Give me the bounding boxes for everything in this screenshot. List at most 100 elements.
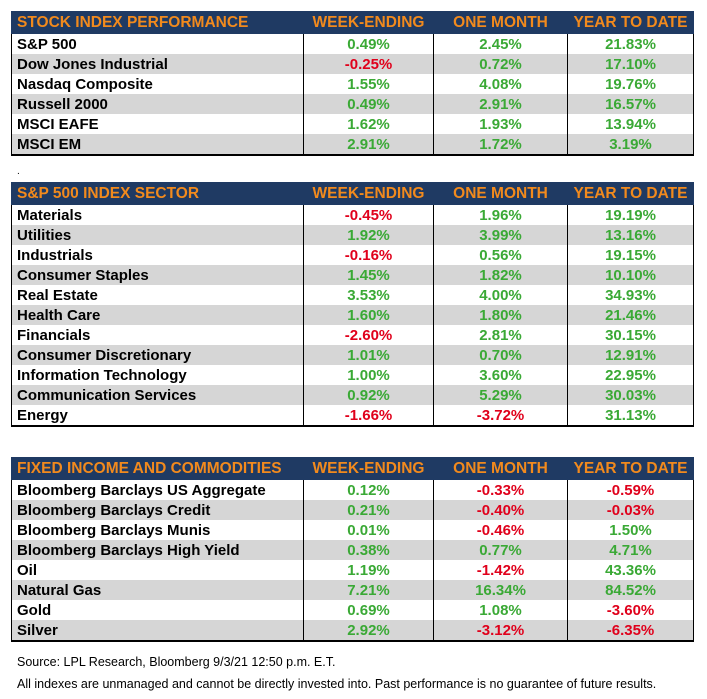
sp500-sector-table: S&P 500 INDEX SECTOR WEEK-ENDING ONE MON… (11, 182, 694, 427)
one-month-value: -0.46% (433, 520, 568, 540)
column-header-ytd: YEAR TO DATE (567, 11, 694, 34)
year-to-date-value: 19.76% (567, 74, 694, 94)
one-month-value: 0.70% (433, 345, 568, 365)
table-row: Gold 0.69% 1.08% -3.60% (11, 600, 694, 620)
one-month-value: 0.56% (433, 245, 568, 265)
one-month-value: 2.45% (433, 33, 568, 54)
one-month-value: 16.34% (433, 580, 568, 600)
column-header-week: WEEK-ENDING (303, 457, 434, 480)
year-to-date-value: 10.10% (567, 265, 694, 285)
year-to-date-value: 19.15% (567, 245, 694, 265)
year-to-date-value: 4.71% (567, 540, 694, 560)
week-ending-value: -0.45% (303, 204, 434, 225)
week-ending-value: 0.49% (303, 94, 434, 114)
year-to-date-value: 43.36% (567, 560, 694, 580)
week-ending-value: 1.62% (303, 114, 434, 134)
table-row: Russell 2000 0.49% 2.91% 16.57% (11, 94, 694, 114)
row-name: Materials (11, 204, 304, 225)
year-to-date-value: 13.16% (567, 225, 694, 245)
row-name: Dow Jones Industrial (11, 54, 304, 74)
stock-index-performance-table: STOCK INDEX PERFORMANCE WEEK-ENDING ONE … (11, 11, 694, 156)
column-header-month: ONE MONTH (433, 11, 568, 34)
week-ending-value: 2.92% (303, 620, 434, 642)
week-ending-value: -1.66% (303, 405, 434, 427)
year-to-date-value: 22.95% (567, 365, 694, 385)
week-ending-value: 0.69% (303, 600, 434, 620)
year-to-date-value: 3.19% (567, 134, 694, 156)
row-name: Bloomberg Barclays Credit (11, 500, 304, 520)
table-row: Bloomberg Barclays US Aggregate 0.12% -0.3… (11, 479, 694, 500)
row-name: Industrials (11, 245, 304, 265)
row-name: Oil (11, 560, 304, 580)
one-month-value: -3.72% (433, 405, 568, 427)
row-name: MSCI EAFE (11, 114, 304, 134)
column-header-week: WEEK-ENDING (303, 182, 434, 205)
one-month-value: 4.00% (433, 285, 568, 305)
table-row: S&P 500 0.49% 2.45% 21.83% (11, 33, 694, 54)
year-to-date-value: 12.91% (567, 345, 694, 365)
table-header-row: S&P 500 INDEX SECTOR WEEK-ENDING ONE MON… (11, 182, 694, 205)
one-month-value: 2.91% (433, 94, 568, 114)
row-name: Bloomberg Barclays US Aggregate (11, 479, 304, 500)
year-to-date-value: 21.46% (567, 305, 694, 325)
one-month-value: 5.29% (433, 385, 568, 405)
year-to-date-value: 17.10% (567, 54, 694, 74)
row-name: Energy (11, 405, 304, 427)
week-ending-value: 0.92% (303, 385, 434, 405)
table-row: Bloomberg Barclays Credit 0.21% -0.40% -0.0… (11, 500, 694, 520)
week-ending-value: 0.21% (303, 500, 434, 520)
table-row: MSCI EM 2.91% 1.72% 3.19% (11, 134, 694, 156)
column-header-ytd: YEAR TO DATE (567, 182, 694, 205)
one-month-value: 1.96% (433, 204, 568, 225)
row-name: MSCI EM (11, 134, 304, 156)
year-to-date-value: -0.03% (567, 500, 694, 520)
week-ending-value: 1.45% (303, 265, 434, 285)
row-name: Consumer Discretionary (11, 345, 304, 365)
week-ending-value: -2.60% (303, 325, 434, 345)
week-ending-value: 1.92% (303, 225, 434, 245)
column-header-week: WEEK-ENDING (303, 11, 434, 34)
week-ending-value: 7.21% (303, 580, 434, 600)
week-ending-value: -0.25% (303, 54, 434, 74)
row-name: Silver (11, 620, 304, 642)
table-row: Dow Jones Industrial -0.25% 0.72% 17.10% (11, 54, 694, 74)
disclaimer-note: All indexes are unmanaged and cannot be … (17, 677, 657, 691)
table-row: Consumer Discretionary 1.01% 0.70% 12.91% (11, 345, 694, 365)
table-row: Utilities 1.92% 3.99% 13.16% (11, 225, 694, 245)
column-header-name: STOCK INDEX PERFORMANCE (11, 11, 304, 34)
year-to-date-value: -3.60% (567, 600, 694, 620)
row-name: Consumer Staples (11, 265, 304, 285)
year-to-date-value: 1.50% (567, 520, 694, 540)
table-row: Nasdaq Composite 1.55% 4.08% 19.76% (11, 74, 694, 94)
column-header-name: FIXED INCOME AND COMMODITIES (11, 457, 304, 480)
source-note: Source: LPL Research, Bloomberg 9/3/21 1… (17, 655, 336, 669)
table-row: Industrials -0.16% 0.56% 19.15% (11, 245, 694, 265)
row-name: Russell 2000 (11, 94, 304, 114)
one-month-value: 0.72% (433, 54, 568, 74)
one-month-value: -0.33% (433, 479, 568, 500)
table-row: Real Estate 3.53% 4.00% 34.93% (11, 285, 694, 305)
row-name: Nasdaq Composite (11, 74, 304, 94)
year-to-date-value: 13.94% (567, 114, 694, 134)
week-ending-value: 0.12% (303, 479, 434, 500)
column-header-ytd: YEAR TO DATE (567, 457, 694, 480)
week-ending-value: 2.91% (303, 134, 434, 156)
one-month-value: 4.08% (433, 74, 568, 94)
year-to-date-value: 21.83% (567, 33, 694, 54)
one-month-value: 1.08% (433, 600, 568, 620)
week-ending-value: 1.01% (303, 345, 434, 365)
table-row: Energy -1.66% -3.72% 31.13% (11, 405, 694, 427)
table-row: MSCI EAFE 1.62% 1.93% 13.94% (11, 114, 694, 134)
table-row: Bloomberg Barclays Munis 0.01% -0.46% 1.50% (11, 520, 694, 540)
column-header-month: ONE MONTH (433, 457, 568, 480)
row-name: S&P 500 (11, 33, 304, 54)
one-month-value: 3.99% (433, 225, 568, 245)
row-name: Financials (11, 325, 304, 345)
year-to-date-value: 34.93% (567, 285, 694, 305)
row-name: Bloomberg Barclays Munis (11, 520, 304, 540)
column-header-name: S&P 500 INDEX SECTOR (11, 182, 304, 205)
week-ending-value: 3.53% (303, 285, 434, 305)
table-row: Communication Services 0.92% 5.29% 30.03% (11, 385, 694, 405)
table-row: Information Technology 1.00% 3.60% 22.95% (11, 365, 694, 385)
one-month-value: -1.42% (433, 560, 568, 580)
